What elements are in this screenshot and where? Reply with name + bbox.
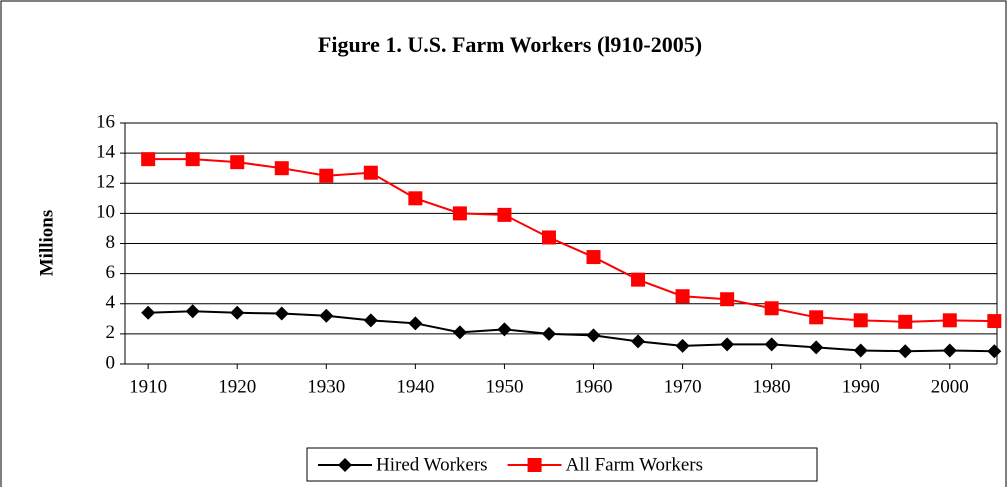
marker (363, 165, 378, 180)
marker (586, 328, 601, 343)
marker (987, 344, 1002, 359)
marker (586, 250, 601, 265)
marker (898, 314, 913, 329)
legend-label: Hired Workers (376, 454, 488, 475)
marker (408, 191, 423, 206)
y-tick-label: 4 (106, 292, 116, 313)
marker (319, 168, 334, 183)
marker (230, 305, 245, 320)
y-tick-label: 14 (96, 141, 116, 162)
marker (631, 334, 646, 349)
x-tick-label: 2000 (931, 376, 969, 397)
marker (631, 272, 646, 287)
y-tick-label: 12 (96, 172, 115, 193)
marker (185, 304, 200, 319)
x-tick-label: 1930 (307, 376, 345, 397)
x-tick-label: 1990 (842, 376, 880, 397)
marker (764, 337, 779, 352)
marker (141, 152, 156, 167)
x-tick-label: 1940 (396, 376, 434, 397)
marker (942, 313, 957, 328)
marker (720, 292, 735, 307)
marker (408, 316, 423, 331)
marker (942, 343, 957, 358)
x-tick-label: 1910 (129, 376, 167, 397)
marker (527, 458, 542, 472)
marker (541, 230, 556, 245)
marker (809, 340, 824, 355)
marker (541, 326, 556, 341)
marker (898, 344, 913, 359)
marker (230, 155, 245, 170)
legend-box (306, 447, 818, 482)
marker (764, 301, 779, 316)
marker (452, 325, 467, 340)
y-tick-label: 16 (96, 111, 115, 132)
y-tick-label: 10 (96, 202, 115, 223)
marker (338, 458, 352, 472)
marker (274, 306, 289, 321)
x-tick-label: 1970 (664, 376, 702, 397)
marker (185, 152, 200, 167)
y-tick-label: 8 (106, 232, 116, 253)
marker (497, 322, 512, 337)
marker (675, 289, 690, 304)
marker (141, 305, 156, 320)
chart-title: Figure 1. U.S. Farm Workers (l910-2005) (318, 32, 702, 57)
series-line (148, 158, 995, 323)
marker (720, 337, 735, 352)
y-tick-label: 0 (106, 352, 116, 373)
y-axis-label: Millions (36, 210, 57, 277)
marker (675, 338, 690, 353)
legend-label: All Farm Workers (566, 454, 703, 475)
x-tick-label: 1980 (753, 376, 791, 397)
marker (987, 314, 1002, 329)
marker (319, 308, 334, 323)
marker (452, 206, 467, 221)
y-tick-label: 2 (106, 322, 116, 343)
marker (853, 313, 868, 328)
x-tick-label: 1950 (485, 376, 523, 397)
marker (853, 343, 868, 358)
marker (274, 161, 289, 176)
marker (363, 313, 378, 328)
x-tick-label: 1960 (575, 376, 613, 397)
x-tick-label: 1920 (218, 376, 256, 397)
marker (497, 207, 512, 222)
marker (809, 310, 824, 325)
y-tick-label: 6 (106, 262, 116, 283)
series-line (148, 310, 995, 353)
